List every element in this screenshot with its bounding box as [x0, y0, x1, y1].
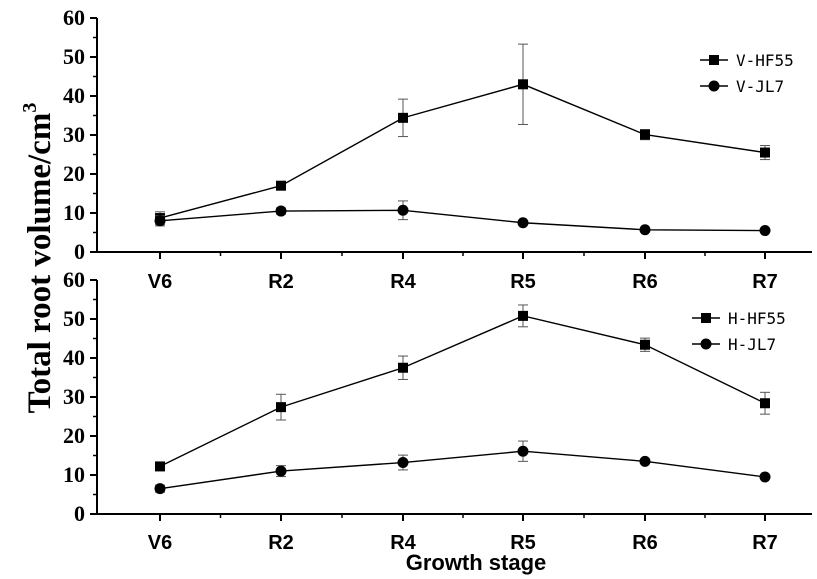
circle-marker: [759, 471, 771, 483]
y-tick-label: 10: [63, 462, 85, 487]
x-tick-label: R5: [510, 532, 536, 554]
circle-marker: [517, 217, 529, 229]
legend-square-icon: [709, 55, 719, 65]
y-tick-label: 30: [63, 384, 85, 409]
series-line: [159, 83, 766, 219]
y-tick-label: 50: [63, 44, 85, 69]
bottom-panel: 0 10 20 30 40 50 60 V6 R2 R4 R5 R6 R7 H-HF55 H-JL7: [63, 267, 812, 554]
x-tick-label: R4: [390, 532, 416, 554]
circle-marker: [397, 457, 409, 469]
circle-marker: [397, 204, 409, 216]
x-tick-label: R2: [268, 271, 294, 293]
y-tick-label: 40: [63, 83, 85, 108]
x-tick-label: R5: [510, 271, 536, 293]
x-tick-label: V6: [148, 532, 172, 554]
square-marker: [760, 147, 770, 158]
y-tick-label: 30: [63, 122, 85, 147]
square-marker: [640, 339, 650, 350]
x-tick-label: R6: [632, 532, 658, 554]
circle-marker: [154, 215, 166, 227]
circle-marker: [517, 445, 529, 457]
circle-marker: [639, 224, 651, 236]
circle-marker: [275, 205, 287, 217]
legend-circle-icon: [708, 80, 720, 92]
y-axis-title-superscript: 3: [19, 103, 41, 113]
legend-label: H-JL7: [728, 335, 776, 354]
x-tick-label: R7: [752, 532, 778, 554]
y-axis-title-main: Total root volume/cm: [22, 113, 58, 414]
circle-marker: [759, 225, 771, 237]
x-tick-label: R2: [268, 532, 294, 554]
square-marker: [518, 79, 528, 90]
square-marker: [640, 129, 650, 140]
square-marker: [276, 402, 286, 413]
x-tick-label: R7: [752, 271, 778, 293]
x-tick-label: V6: [148, 271, 172, 293]
square-marker: [155, 461, 165, 472]
legend-label: V-HF55: [736, 51, 794, 70]
series-line: [159, 315, 766, 468]
y-tick-label: 0: [74, 501, 85, 526]
circle-marker: [275, 465, 287, 477]
circle-marker: [639, 455, 651, 467]
y-tick-label: 20: [63, 161, 85, 186]
legend-label: V-JL7: [736, 77, 784, 96]
square-marker: [518, 310, 528, 321]
y-tick-label: 10: [63, 200, 85, 225]
series-line: [159, 209, 766, 232]
legend-label: H-HF55: [728, 309, 786, 328]
y-tick-label: 40: [63, 345, 85, 370]
legend-circle-icon: [700, 338, 712, 350]
legend-square-icon: [701, 313, 711, 323]
y-tick-label: 60: [63, 5, 85, 30]
square-marker: [398, 362, 408, 373]
y-tick-label: 20: [63, 423, 85, 448]
y-tick-label: 60: [63, 267, 85, 292]
square-marker: [276, 180, 286, 191]
y-tick-label: 0: [74, 239, 85, 264]
square-marker: [760, 398, 770, 409]
x-tick-label: R6: [632, 271, 658, 293]
x-tick-label: R4: [390, 271, 416, 293]
series-line: [159, 450, 766, 490]
square-marker: [398, 112, 408, 123]
circle-marker: [154, 483, 166, 495]
y-tick-label: 50: [63, 306, 85, 331]
y-axis-title: Total root volume/cm3: [19, 103, 58, 414]
top-panel: 0 10 20 30 40 50 60 V6 R2 R4 R5 R6 R7 V-HF55 V-JL7: [63, 5, 812, 293]
x-axis-title: Growth stage: [406, 550, 547, 575]
